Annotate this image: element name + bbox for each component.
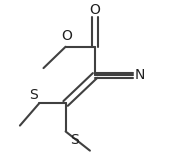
Text: S: S [29, 88, 38, 102]
Text: S: S [70, 133, 79, 147]
Text: O: O [90, 2, 101, 17]
Text: O: O [61, 29, 72, 43]
Text: N: N [135, 69, 145, 82]
